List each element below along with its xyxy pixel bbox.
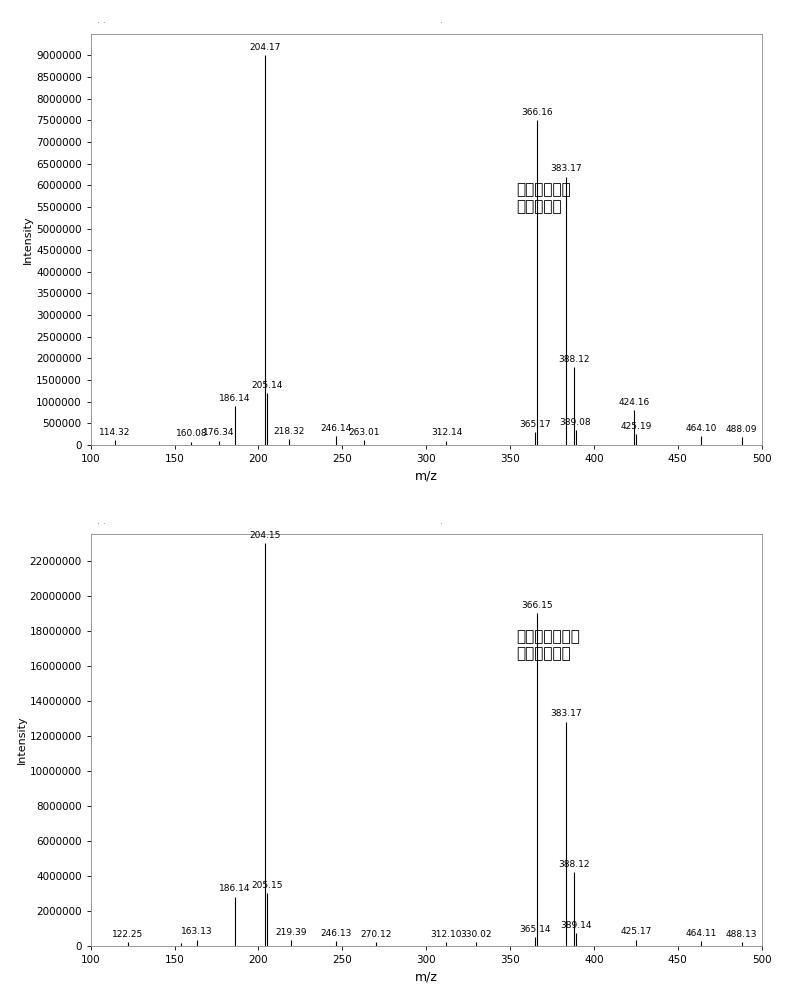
Text: 389.08: 389.08 [559, 418, 591, 427]
Text: 186.14: 186.14 [219, 884, 251, 893]
Text: . .: . . [98, 15, 106, 25]
Text: 488.09: 488.09 [726, 425, 757, 434]
Text: .: . [440, 516, 443, 526]
Text: 160.08: 160.08 [176, 429, 207, 438]
Text: 365.17: 365.17 [519, 420, 552, 429]
Text: 464.11: 464.11 [686, 929, 717, 938]
Text: 388.12: 388.12 [558, 860, 589, 869]
Text: 383.17: 383.17 [550, 164, 582, 173]
Text: 365.14: 365.14 [519, 925, 551, 934]
Text: 425.17: 425.17 [620, 927, 652, 936]
Text: 246.13: 246.13 [320, 929, 351, 938]
Text: 263.01: 263.01 [348, 428, 380, 437]
Text: 388.12: 388.12 [558, 355, 589, 364]
Text: 吲哚丁酸糖酯
标准质谱图: 吲哚丁酸糖酯 标准质谱图 [517, 182, 571, 214]
Text: 425.19: 425.19 [620, 422, 652, 431]
Text: 330.02: 330.02 [461, 930, 492, 939]
Y-axis label: Intensity: Intensity [17, 716, 27, 764]
Text: 114.32: 114.32 [99, 428, 131, 437]
Text: 186.14: 186.14 [219, 394, 251, 403]
Text: 488.13: 488.13 [726, 930, 757, 939]
Text: 312.14: 312.14 [431, 428, 463, 437]
Text: . .: . . [98, 516, 106, 526]
Text: 464.10: 464.10 [686, 424, 717, 433]
Text: 366.15: 366.15 [521, 601, 553, 610]
Text: 383.17: 383.17 [550, 709, 582, 718]
Text: 163.13: 163.13 [180, 927, 213, 936]
Text: 204.17: 204.17 [250, 43, 281, 52]
Text: 366.16: 366.16 [521, 108, 553, 117]
Text: 205.14: 205.14 [251, 381, 283, 390]
X-axis label: m/z: m/z [414, 470, 437, 483]
Text: 389.14: 389.14 [559, 921, 591, 930]
Text: 219.39: 219.39 [275, 928, 307, 937]
Text: 218.32: 218.32 [273, 427, 305, 436]
Text: 246.14: 246.14 [320, 424, 351, 433]
Text: .: . [440, 15, 443, 25]
Text: 312.10: 312.10 [431, 930, 463, 939]
Text: 122.25: 122.25 [113, 930, 143, 939]
Text: 176.34: 176.34 [203, 428, 235, 437]
Text: 270.12: 270.12 [360, 930, 392, 939]
Y-axis label: Intensity: Intensity [23, 215, 33, 264]
Text: 204.15: 204.15 [250, 531, 281, 540]
Text: 吲哚丁酸酶催化
产物的质谱图: 吲哚丁酸酶催化 产物的质谱图 [517, 629, 581, 662]
Text: 205.15: 205.15 [251, 881, 283, 890]
Text: 424.16: 424.16 [619, 398, 650, 407]
X-axis label: m/z: m/z [414, 970, 437, 983]
